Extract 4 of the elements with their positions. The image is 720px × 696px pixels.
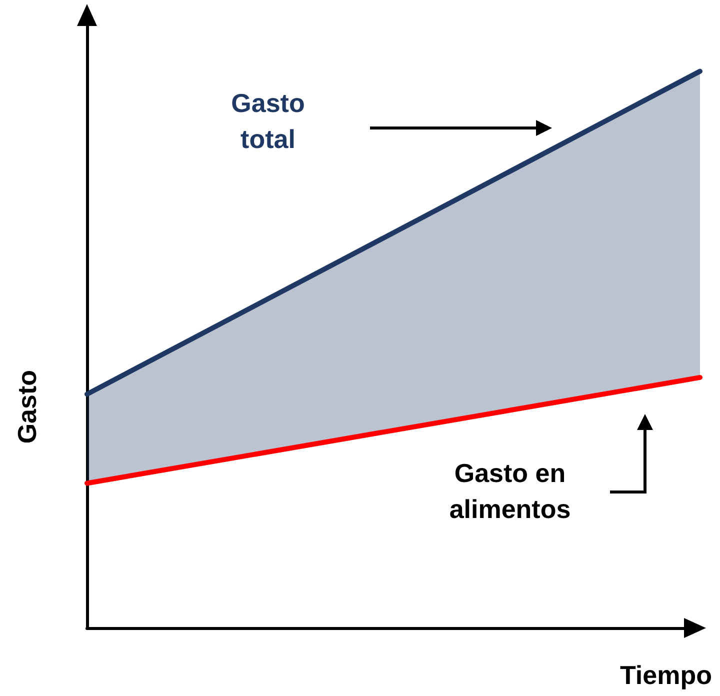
text: Gasto total: [230, 87, 306, 156]
y-axis-title: Gasto: [12, 370, 42, 444]
x-axis-title: Tiempo: [620, 660, 712, 690]
series-label: Gasto en alimentos: [448, 457, 572, 526]
